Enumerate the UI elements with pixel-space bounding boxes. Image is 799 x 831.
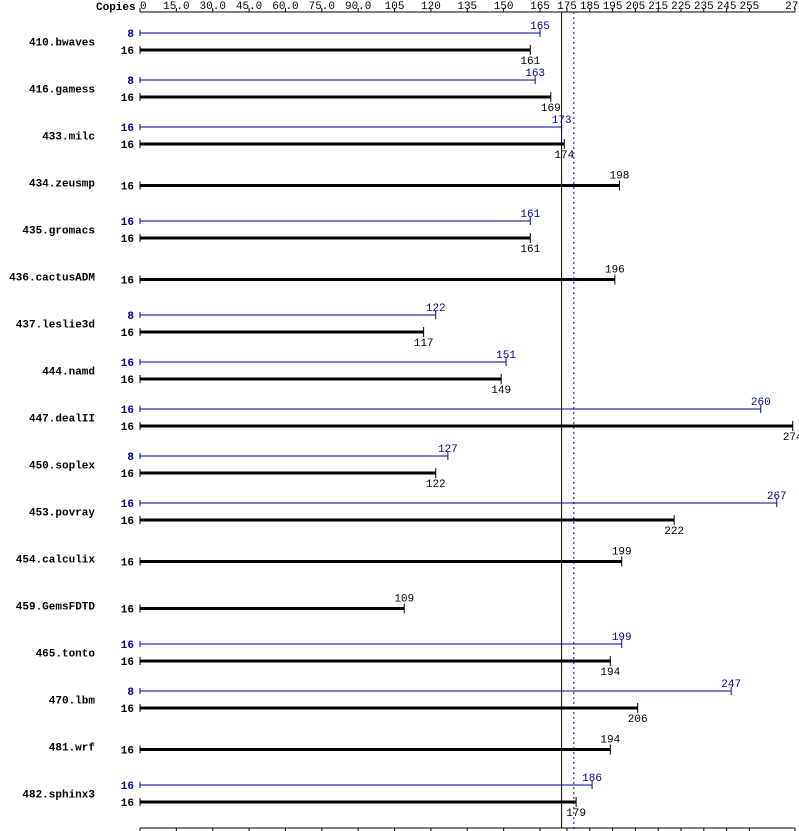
copies-peak: 16 (121, 405, 134, 417)
base-value: 206 (628, 714, 648, 726)
copies-base: 16 (121, 276, 134, 288)
benchmark-label: 454.calculix (16, 555, 96, 567)
benchmark-label: 482.sphinx3 (22, 790, 95, 802)
copies-peak: 16 (121, 640, 134, 652)
copies-base: 16 (121, 46, 134, 58)
base-value: 161 (520, 56, 540, 68)
copies-peak: 16 (121, 499, 134, 511)
axis-tick-label: 45.0 (236, 1, 262, 13)
copies-base: 16 (121, 140, 134, 152)
axis-tick-label: 150 (494, 1, 514, 13)
copies-base: 16 (121, 657, 134, 669)
base-value: 149 (491, 385, 511, 397)
axis-tick-label: 275 (785, 1, 799, 13)
peak-value: 247 (721, 679, 741, 691)
peak-value: 267 (767, 491, 787, 503)
copies-base: 16 (121, 234, 134, 246)
benchmark-label: 470.lbm (49, 696, 96, 708)
base-value: 198 (610, 171, 630, 183)
axis-tick-label: 205 (625, 1, 645, 13)
copies-peak: 16 (121, 781, 134, 793)
axis-tick-label: 225 (671, 1, 691, 13)
peak-value: 186 (582, 773, 602, 785)
base-value: 109 (394, 594, 414, 606)
peak-value: 165 (530, 21, 550, 33)
benchmark-label: 416.gamess (29, 85, 95, 97)
base-value: 117 (414, 338, 434, 350)
benchmark-label: 447.dealII (29, 414, 95, 426)
copies-base: 16 (121, 746, 134, 758)
base-value: 179 (566, 808, 586, 820)
copies-base: 16 (121, 516, 134, 528)
copies-base: 16 (121, 182, 134, 194)
benchmark-label: 410.bwaves (29, 38, 95, 50)
benchmark-label: 436.cactusADM (9, 273, 95, 285)
axis-tick-label: 195 (603, 1, 623, 13)
peak-value: 161 (520, 209, 540, 221)
base-value: 169 (541, 103, 561, 115)
peak-value: 199 (612, 632, 632, 644)
benchmark-label: 459.GemsFDTD (16, 602, 96, 614)
benchmark-label: 444.namd (42, 367, 95, 379)
copies-base: 16 (121, 469, 134, 481)
axis-tick-label: 175 (557, 1, 577, 13)
benchmark-label: 433.milc (42, 132, 95, 144)
base-value: 194 (600, 735, 620, 747)
copies-base: 16 (121, 422, 134, 434)
base-value: 122 (426, 479, 446, 491)
copies-peak: 8 (127, 311, 134, 323)
axis-tick-label: 0 (140, 1, 147, 13)
axis-tick-label: 90.0 (345, 1, 371, 13)
peak-value: 151 (496, 350, 516, 362)
copies-peak: 16 (121, 217, 134, 229)
base-value: 174 (554, 150, 574, 162)
benchmark-label: 453.povray (29, 508, 95, 520)
base-value: 196 (605, 265, 625, 277)
spec-chart: 0 15.0 30.0 45.0 60.0 75.0 90.0 105 120 135 150 165… (0, 0, 799, 831)
copies-base: 16 (121, 93, 134, 105)
copies-base: 16 (121, 704, 134, 716)
axis-tick-label: 15.0 (163, 1, 189, 13)
peak-value: 122 (426, 303, 446, 315)
axis-tick-label: 235 (694, 1, 714, 13)
axis-tick-label: 165 (530, 1, 550, 13)
copies-base: 16 (121, 328, 134, 340)
axis-tick-label: 255 (739, 1, 759, 13)
base-value: 222 (664, 526, 684, 538)
base-value: 274 (783, 432, 799, 444)
copies-base: 16 (121, 605, 134, 617)
benchmark-label: 450.soplex (29, 461, 95, 473)
benchmark-label: 435.gromacs (22, 226, 95, 238)
copies-peak: 8 (127, 76, 134, 88)
benchmark-label: 465.tonto (36, 649, 96, 661)
benchmark-label: 437.leslie3d (16, 320, 95, 332)
benchmark-label: 434.zeusmp (29, 179, 95, 191)
axis-tick-label: 135 (457, 1, 477, 13)
copies-peak: 8 (127, 452, 134, 464)
base-value: 194 (600, 667, 620, 679)
base-value: 161 (520, 244, 540, 256)
peak-value: 173 (552, 115, 572, 127)
axis-tick-label: 30.0 (200, 1, 226, 13)
axis-tick-label: 185 (580, 1, 600, 13)
axis-tick-label: 245 (717, 1, 737, 13)
copies-peak: 16 (121, 358, 134, 370)
axis-tick-label: 215 (648, 1, 668, 13)
peak-value: 260 (751, 397, 771, 409)
copies-peak: 8 (127, 29, 134, 41)
axis-tick-label: 105 (385, 1, 405, 13)
peak-value: 163 (525, 68, 545, 80)
peak-value: 127 (438, 444, 458, 456)
copies-base: 16 (121, 798, 134, 810)
copies-base: 16 (121, 558, 134, 570)
base-value: 199 (612, 547, 632, 559)
copies-base: 16 (121, 375, 134, 387)
axis-tick-label: 60.0 (272, 1, 298, 13)
benchmark-label: 481.wrf (49, 743, 96, 755)
axis-tick-label: 120 (421, 1, 441, 13)
axis-tick-label: 75.0 (309, 1, 335, 13)
copies-peak: 8 (127, 687, 134, 699)
copies-peak: 16 (121, 123, 134, 135)
copies-header: Copies (96, 2, 136, 14)
